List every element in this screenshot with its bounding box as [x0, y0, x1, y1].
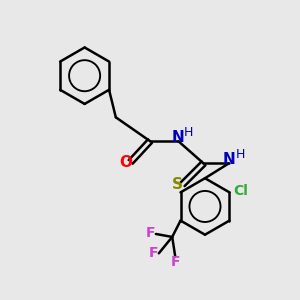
Text: H: H — [184, 126, 193, 139]
Text: N: N — [172, 130, 184, 145]
Text: N: N — [223, 152, 236, 167]
Text: H: H — [236, 148, 245, 161]
Text: F: F — [149, 246, 158, 260]
Text: F: F — [170, 255, 180, 268]
Text: F: F — [146, 226, 155, 240]
Text: Cl: Cl — [233, 184, 248, 198]
Text: O: O — [119, 155, 132, 170]
Text: S: S — [172, 177, 183, 192]
